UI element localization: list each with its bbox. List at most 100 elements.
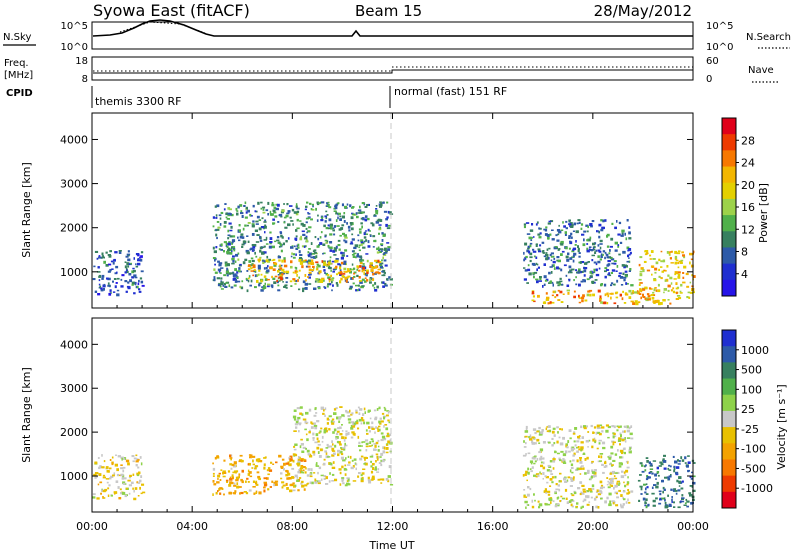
velocity-cell-1	[301, 458, 304, 461]
power-cell-4	[541, 241, 545, 244]
velocity-cell-1	[251, 467, 254, 469]
velocity-cell-2	[360, 474, 363, 477]
power-cell-1	[304, 208, 307, 211]
velocity-cell-3	[608, 503, 612, 507]
power-cell-1	[339, 215, 342, 218]
power-cell-5	[674, 250, 678, 254]
velocity-cell-2	[360, 445, 363, 447]
velocity-cell-2	[314, 478, 317, 482]
velocity-cell-3	[554, 505, 558, 508]
velocity-cell-4	[680, 500, 682, 503]
velocity-cell-4	[645, 483, 648, 486]
power-cell-1	[350, 224, 353, 226]
velocity-cell-1	[255, 483, 259, 486]
power-cell-1	[372, 246, 375, 248]
velocity-cell-4	[637, 479, 641, 482]
velocity-cell-2	[350, 427, 354, 430]
power-cell-1	[333, 254, 337, 256]
power-cell-4	[623, 266, 626, 269]
velocity-cell-3	[547, 464, 551, 467]
power-cell-5	[649, 254, 652, 257]
velocity-cell-1	[226, 480, 229, 483]
power-cell-1	[217, 283, 222, 287]
power-cell-0	[139, 277, 143, 280]
power-cell-4	[581, 270, 584, 273]
power-cell-1	[328, 218, 332, 222]
power-cell-1	[225, 242, 229, 245]
power-cell-4	[552, 264, 555, 267]
power-cell-2	[377, 261, 382, 264]
velocity-cell-4	[653, 484, 657, 486]
power-cell-4	[560, 253, 563, 256]
velocity-cell-4	[674, 490, 678, 492]
power-cell-1	[386, 242, 390, 244]
power-cell-1	[223, 250, 225, 253]
power-cell-4	[608, 272, 611, 275]
power-cell-4	[602, 219, 605, 223]
velocity-cell-3	[594, 474, 597, 478]
power-cell-2	[369, 265, 372, 268]
power-cell-1	[240, 212, 244, 215]
velocity-cell-2	[314, 427, 318, 430]
velocity-cell-3	[546, 469, 550, 472]
power-cell-1	[328, 283, 332, 286]
power-cell-3	[531, 299, 535, 302]
velocity-cell-4	[639, 485, 643, 488]
power-cell-1	[361, 225, 363, 229]
velocity-cell-2	[370, 438, 374, 440]
velocity-cell-2	[300, 482, 303, 485]
power-cell-2	[339, 266, 342, 270]
velocity-cell-1	[212, 480, 215, 483]
power-cell-1	[353, 250, 355, 252]
power-cell-0	[98, 279, 101, 282]
velocity-cell-2	[344, 468, 348, 471]
velocity-cell-4	[659, 497, 663, 501]
power-cell-1	[369, 230, 371, 232]
velocity-cell-3	[557, 496, 560, 499]
velocity-cell-3	[618, 465, 622, 468]
velocity-cell-2	[382, 415, 387, 418]
velocity-cell-4	[670, 474, 672, 476]
power-cell-1	[338, 212, 341, 215]
power-cell-1	[316, 219, 319, 222]
power-cell-1	[262, 287, 265, 290]
velocity-cell-2	[325, 447, 329, 449]
velocity-cell-3	[597, 493, 602, 496]
velocity-cell-2	[325, 483, 329, 485]
power-cell-5	[690, 253, 694, 256]
power-cell-1	[224, 263, 228, 267]
power-cell-2	[356, 265, 359, 268]
power-cell-2	[274, 275, 278, 278]
power-cell-5	[667, 299, 670, 301]
velocity-cell-3	[582, 467, 585, 470]
velocity-cell-2	[293, 445, 296, 448]
power-cell-1	[360, 257, 363, 260]
velocity-cell-2	[317, 471, 319, 475]
power-cell-5	[660, 277, 663, 280]
power-cell-1	[249, 248, 252, 251]
velocity-cell-2	[374, 444, 377, 448]
nsearch-label: N.Search	[746, 32, 791, 43]
power-cell-4	[569, 269, 573, 272]
power-colorbar-tick-label: 20	[741, 179, 755, 192]
velocity-cell-1	[263, 463, 266, 467]
velocity-cell-3	[589, 477, 592, 480]
power-cell-1	[263, 239, 267, 241]
velocity-cell-1	[239, 454, 243, 457]
velocity-cell-1	[252, 463, 255, 466]
velocity-cell-2	[320, 478, 323, 481]
power-cell-1	[310, 218, 313, 221]
velocity-cell-1	[239, 486, 242, 488]
velocity-cell-3	[565, 443, 568, 446]
power-cell-4	[618, 253, 621, 256]
power-cell-1	[350, 216, 354, 220]
power-cell-5	[669, 257, 672, 260]
velocity-cell-4	[668, 469, 672, 471]
power-cell-4	[571, 250, 575, 253]
velocity-cell-2	[383, 425, 385, 428]
power-cell-5	[678, 250, 681, 253]
velocity-cell-4	[678, 476, 682, 479]
power-cell-4	[572, 255, 575, 258]
velocity-cell-2	[382, 446, 386, 450]
velocity-cell-4	[673, 465, 676, 469]
